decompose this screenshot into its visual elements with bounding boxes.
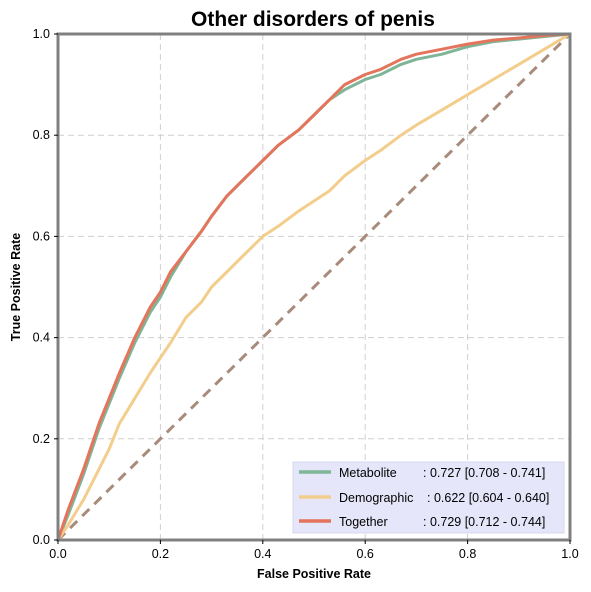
legend-stats-demographic: : 0.622 [0.604 - 0.640] [427,491,549,505]
x-tick-label: 0.0 [49,547,66,561]
series-layer [56,32,572,542]
grid [58,34,570,540]
legend-label-together: Together [339,515,388,529]
reference-line-layer [56,32,572,542]
legend-stats-together: : 0.729 [0.712 - 0.744] [423,515,545,529]
y-tick-label: 0.4 [33,331,50,345]
legend-item-together: Together : 0.729 [0.712 - 0.744] [299,515,545,529]
y-tick-label: 1.0 [33,27,50,41]
legend: Metabolite : 0.727 [0.708 - 0.741] Demog… [292,461,565,534]
roc-curve-demographic [56,32,572,542]
legend-box [292,461,565,534]
x-tick-label: 1.0 [561,547,578,561]
chance-diagonal-line [56,32,572,542]
chart-title: Other disorders of penis [191,8,435,31]
legend-item-demographic: Demographic : 0.622 [0.604 - 0.640] [299,491,549,505]
x-tick-label: 0.2 [152,547,169,561]
legend-stats-metabolite: : 0.727 [0.708 - 0.741] [423,466,545,480]
x-axis-label: False Positive Rate [257,567,371,581]
plot-frame [56,32,572,542]
roc-curve-together [56,32,572,542]
y-axis-label: True Positive Rate [9,233,23,341]
x-tick-label: 0.8 [459,547,476,561]
y-tick-label: 0.2 [33,432,50,446]
x-tick-label: 0.4 [254,547,271,561]
y-tick-label: 0.6 [33,229,50,243]
legend-item-metabolite: Metabolite : 0.727 [0.708 - 0.741] [299,466,545,480]
y-tick-label: 0.8 [33,128,50,142]
x-tick-label: 0.6 [357,547,374,561]
y-tick-label: 0.0 [33,533,50,547]
legend-label-demographic: Demographic [339,491,413,505]
legend-label-metabolite: Metabolite [339,466,397,480]
axis-ticks: 0.0 0.2 0.4 0.6 0.8 1.0 0.0 0.2 0.4 0.6 0.8 1.0 [33,27,579,561]
